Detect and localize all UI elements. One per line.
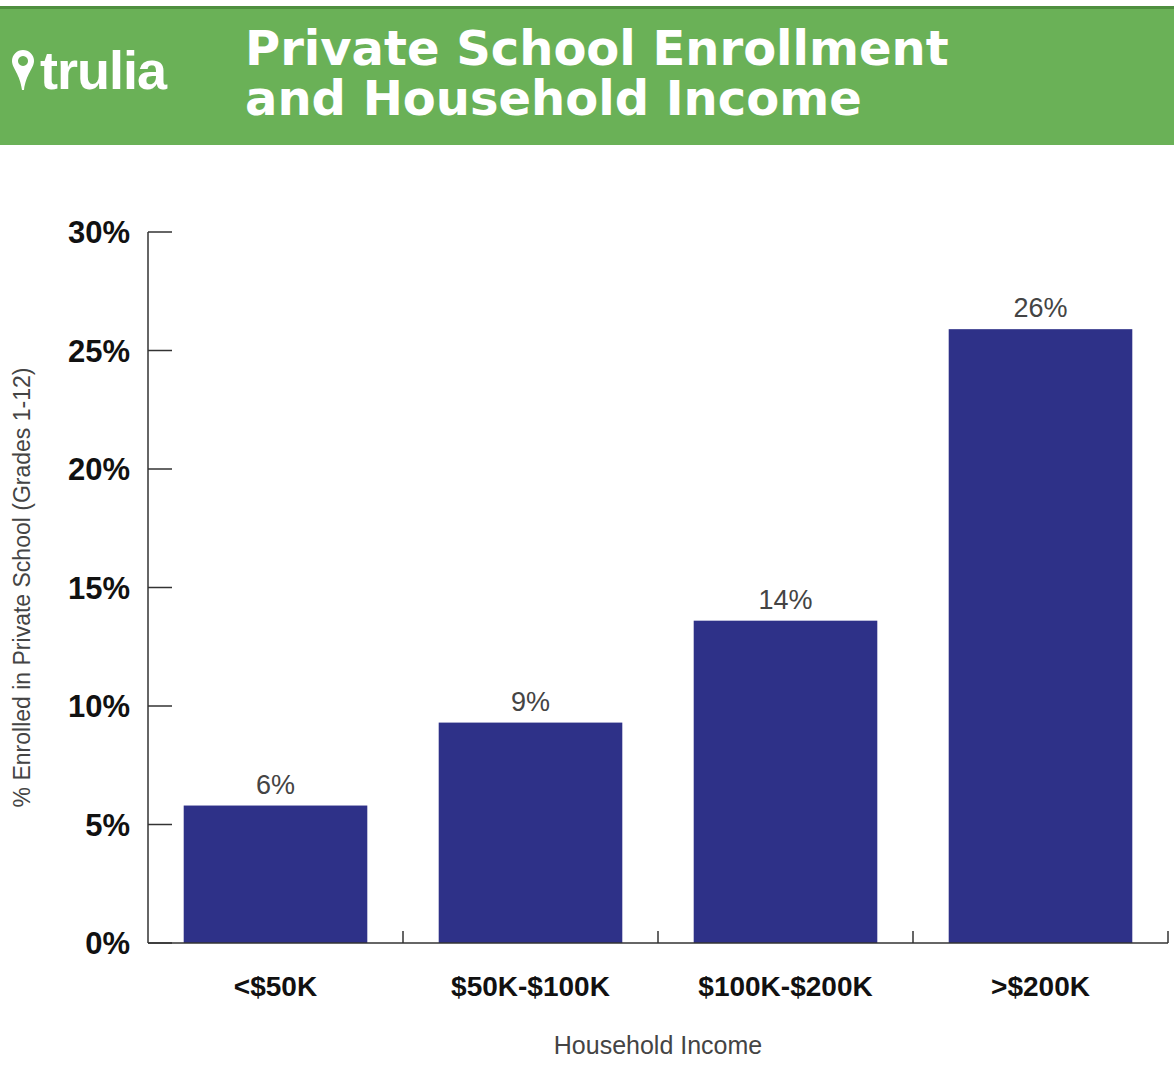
x-tick	[657, 931, 659, 943]
x-tick-label: $100K-$200K	[698, 971, 872, 1002]
y-tick	[148, 824, 172, 826]
brand: trulia	[10, 35, 166, 105]
x-tick	[402, 931, 404, 943]
y-tick-label: 30%	[68, 215, 130, 250]
y-tick	[148, 350, 172, 352]
chart: 0% 5% 10% 15% 20% 25% 30% <$50K 6% $50K-$100K 9% $1…	[0, 0, 1174, 1072]
title: Private School Enrollment and Household …	[245, 23, 1065, 123]
x-tick-label: <$50K	[234, 971, 317, 1002]
y-tick-label: 0%	[85, 926, 130, 961]
y-tick	[148, 705, 172, 707]
y-tick	[148, 942, 172, 944]
y-tick	[148, 468, 172, 470]
y-tick	[148, 231, 172, 233]
brand-text: trulia	[40, 39, 166, 101]
header: trulia Private School Enrollment and Hou…	[0, 6, 1174, 145]
data-label: 6%	[256, 770, 295, 800]
y-tick-label: 20%	[68, 452, 130, 487]
y-tick	[148, 587, 172, 589]
bar	[439, 723, 623, 943]
data-label: 26%	[1013, 293, 1067, 323]
x-axis-label: Household Income	[554, 1031, 762, 1059]
x-tick	[1167, 931, 1169, 943]
bar	[184, 806, 368, 943]
bars	[184, 329, 1133, 943]
x-tick-label: >$200K	[991, 971, 1090, 1002]
y-tick-label: 15%	[68, 571, 130, 606]
x-tick-label: $50K-$100K	[451, 971, 610, 1002]
pin-shape	[12, 50, 34, 90]
bar	[949, 329, 1133, 943]
y-axis-label: % Enrolled in Private School (Grades 1-1…	[9, 368, 35, 808]
x-tick	[912, 931, 914, 943]
bar	[694, 621, 878, 943]
data-label: 9%	[511, 687, 550, 717]
data-label: 14%	[758, 585, 812, 615]
y-tick-label: 5%	[85, 808, 130, 843]
y-tick-label: 25%	[68, 334, 130, 369]
logo-pin	[10, 48, 36, 92]
y-tick-label: 10%	[68, 689, 130, 724]
